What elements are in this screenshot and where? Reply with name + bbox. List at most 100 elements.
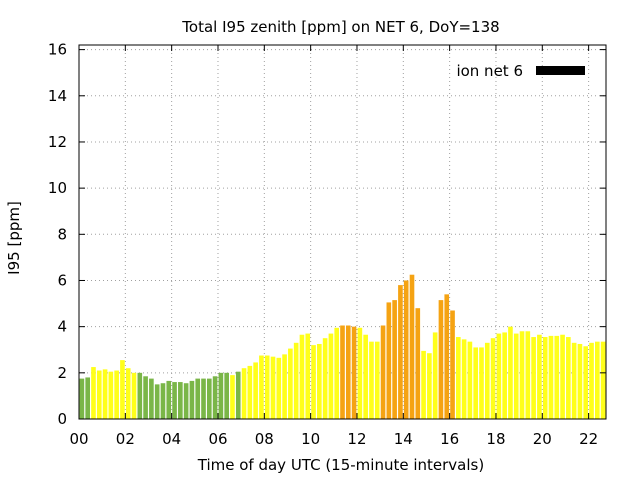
bar <box>96 370 102 419</box>
bar <box>108 371 114 419</box>
bar <box>450 310 455 419</box>
bar <box>91 367 96 419</box>
bar <box>380 325 386 419</box>
y-tick-label: 0 <box>57 410 67 428</box>
bar <box>178 382 183 419</box>
legend-label: ion net 6 <box>456 62 523 80</box>
x-tick-label: 12 <box>347 430 366 448</box>
bar <box>386 302 392 419</box>
bar <box>502 332 507 419</box>
x-axis-label: Time of day UTC (15-minute intervals) <box>197 456 484 474</box>
x-tick-label: 16 <box>440 430 459 448</box>
bar <box>357 327 363 419</box>
bar <box>264 355 270 419</box>
bar <box>444 294 450 419</box>
y-tick-label: 12 <box>48 133 67 151</box>
bar <box>317 343 322 419</box>
bar <box>409 274 415 419</box>
bar <box>322 338 328 419</box>
y-tick-label: 14 <box>48 87 67 105</box>
bar <box>479 347 484 419</box>
bar <box>195 378 201 419</box>
x-tick-label: 10 <box>301 430 320 448</box>
bar <box>531 337 536 419</box>
bar <box>589 342 594 419</box>
bar <box>114 370 119 419</box>
plot-frame <box>78 44 607 420</box>
bar <box>293 342 299 419</box>
bar <box>85 377 91 419</box>
bar <box>125 368 131 419</box>
bar <box>363 334 368 419</box>
y-tick-label: 4 <box>57 318 67 336</box>
bar <box>172 382 177 419</box>
bar <box>253 362 258 419</box>
bar <box>212 376 218 419</box>
bar <box>508 326 513 419</box>
bar <box>241 368 247 419</box>
bar <box>403 280 409 419</box>
x-tick-label: 00 <box>69 430 88 448</box>
y-axis: 0 2 4 6 8 10 12 14 16 <box>48 41 606 428</box>
bar <box>369 341 374 419</box>
bar <box>160 383 166 419</box>
bar <box>334 327 340 419</box>
x-tick-label: 18 <box>486 430 505 448</box>
bar <box>270 356 276 419</box>
x-tick-label: 02 <box>116 430 135 448</box>
x-tick-label: 04 <box>162 430 181 448</box>
bar <box>554 335 560 419</box>
y-axis-label: I95 [ppm] <box>5 201 23 275</box>
bar <box>583 346 589 419</box>
bar <box>398 285 403 419</box>
bar <box>600 341 606 419</box>
bar <box>166 380 172 419</box>
legend-swatch <box>536 66 585 75</box>
bar <box>571 342 577 419</box>
bar <box>305 333 311 419</box>
bar <box>421 350 426 419</box>
y-tick-label: 2 <box>57 364 67 382</box>
bar <box>247 365 253 419</box>
bar <box>392 300 397 419</box>
bar <box>288 348 293 419</box>
bar <box>473 347 479 419</box>
bar <box>374 341 380 419</box>
bar <box>577 343 583 419</box>
bar <box>566 337 571 419</box>
bar <box>189 380 195 419</box>
bar <box>351 326 357 419</box>
bar <box>224 372 229 419</box>
bar <box>513 333 519 419</box>
y-tick-label: 8 <box>57 225 67 243</box>
bar <box>519 331 525 419</box>
bar <box>311 345 316 419</box>
x-axis: 00 02 04 06 08 10 12 14 16 18 20 22 <box>69 45 598 448</box>
bar <box>345 325 351 419</box>
bar <box>594 341 600 419</box>
bar <box>120 360 125 419</box>
bar <box>276 357 282 419</box>
x-tick-label: 14 <box>394 430 413 448</box>
bar <box>456 337 461 419</box>
bar <box>548 335 554 419</box>
x-tick-label: 06 <box>208 430 227 448</box>
y-tick-label: 16 <box>48 41 67 59</box>
y-tick-label: 10 <box>48 179 67 197</box>
x-tick-label: 20 <box>533 430 552 448</box>
y-tick-label: 6 <box>57 271 67 289</box>
bar <box>328 333 334 419</box>
bar <box>484 342 490 419</box>
x-tick-label: 22 <box>579 430 598 448</box>
x-tick-label: 08 <box>255 430 274 448</box>
bar <box>149 378 154 419</box>
bar <box>438 300 444 419</box>
chart-title: Total I95 zenith [ppm] on NET 6, DoY=138 <box>181 18 499 36</box>
bar <box>525 331 531 419</box>
bar <box>432 332 438 419</box>
bar <box>299 334 305 419</box>
bar <box>490 338 496 419</box>
bar <box>461 339 467 419</box>
bar <box>496 333 502 419</box>
